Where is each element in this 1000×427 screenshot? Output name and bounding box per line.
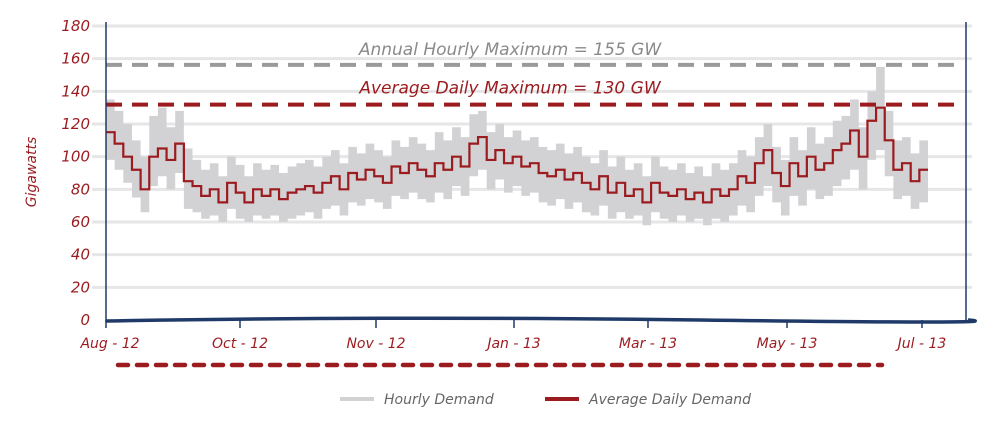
y-tick-label: 40: [71, 246, 90, 264]
y-tick-label: 0: [80, 311, 90, 329]
y-tick-label: 80: [71, 180, 90, 198]
legend: Hourly Demand Average Daily Demand: [340, 392, 751, 408]
y-tick-labels: 0 20 40 60 80 100 120 140 160 180: [61, 17, 90, 329]
x-tick-label: Mar - 13: [619, 336, 677, 352]
x-axis: [105, 316, 977, 324]
x-tick-label: Aug - 12: [79, 336, 139, 352]
x-tick-label: Nov - 12: [346, 336, 405, 352]
x-tick-label: May - 13: [757, 336, 818, 352]
y-tick-label: 120: [61, 115, 90, 133]
annual-max-label: Annual Hourly Maximum = 155 GW: [358, 40, 662, 60]
y-tick-label: 140: [61, 82, 90, 100]
legend-label-hourly: Hourly Demand: [384, 392, 494, 408]
y-tick-label: 60: [71, 213, 90, 231]
x-tick-labels: Aug - 12 Oct - 12 Nov - 12 Jan - 13 Mar - 13…: [79, 320, 946, 352]
y-axis-title: Gigawatts: [24, 137, 40, 208]
y-tick-label: 20: [71, 278, 90, 296]
y-tick-label: 100: [61, 148, 90, 166]
avg-daily-max-label: Average Daily Maximum = 130 GW: [358, 79, 661, 99]
legend-label-daily: Average Daily Demand: [588, 392, 751, 408]
x-tick-label: Oct - 12: [212, 336, 268, 352]
average-daily-demand-line: [106, 106, 928, 204]
y-tick-label: 180: [61, 17, 90, 35]
x-tick-label: Jul - 13: [895, 336, 947, 352]
x-tick-label: Jan - 13: [484, 336, 540, 352]
y-tick-label: 160: [61, 50, 90, 68]
